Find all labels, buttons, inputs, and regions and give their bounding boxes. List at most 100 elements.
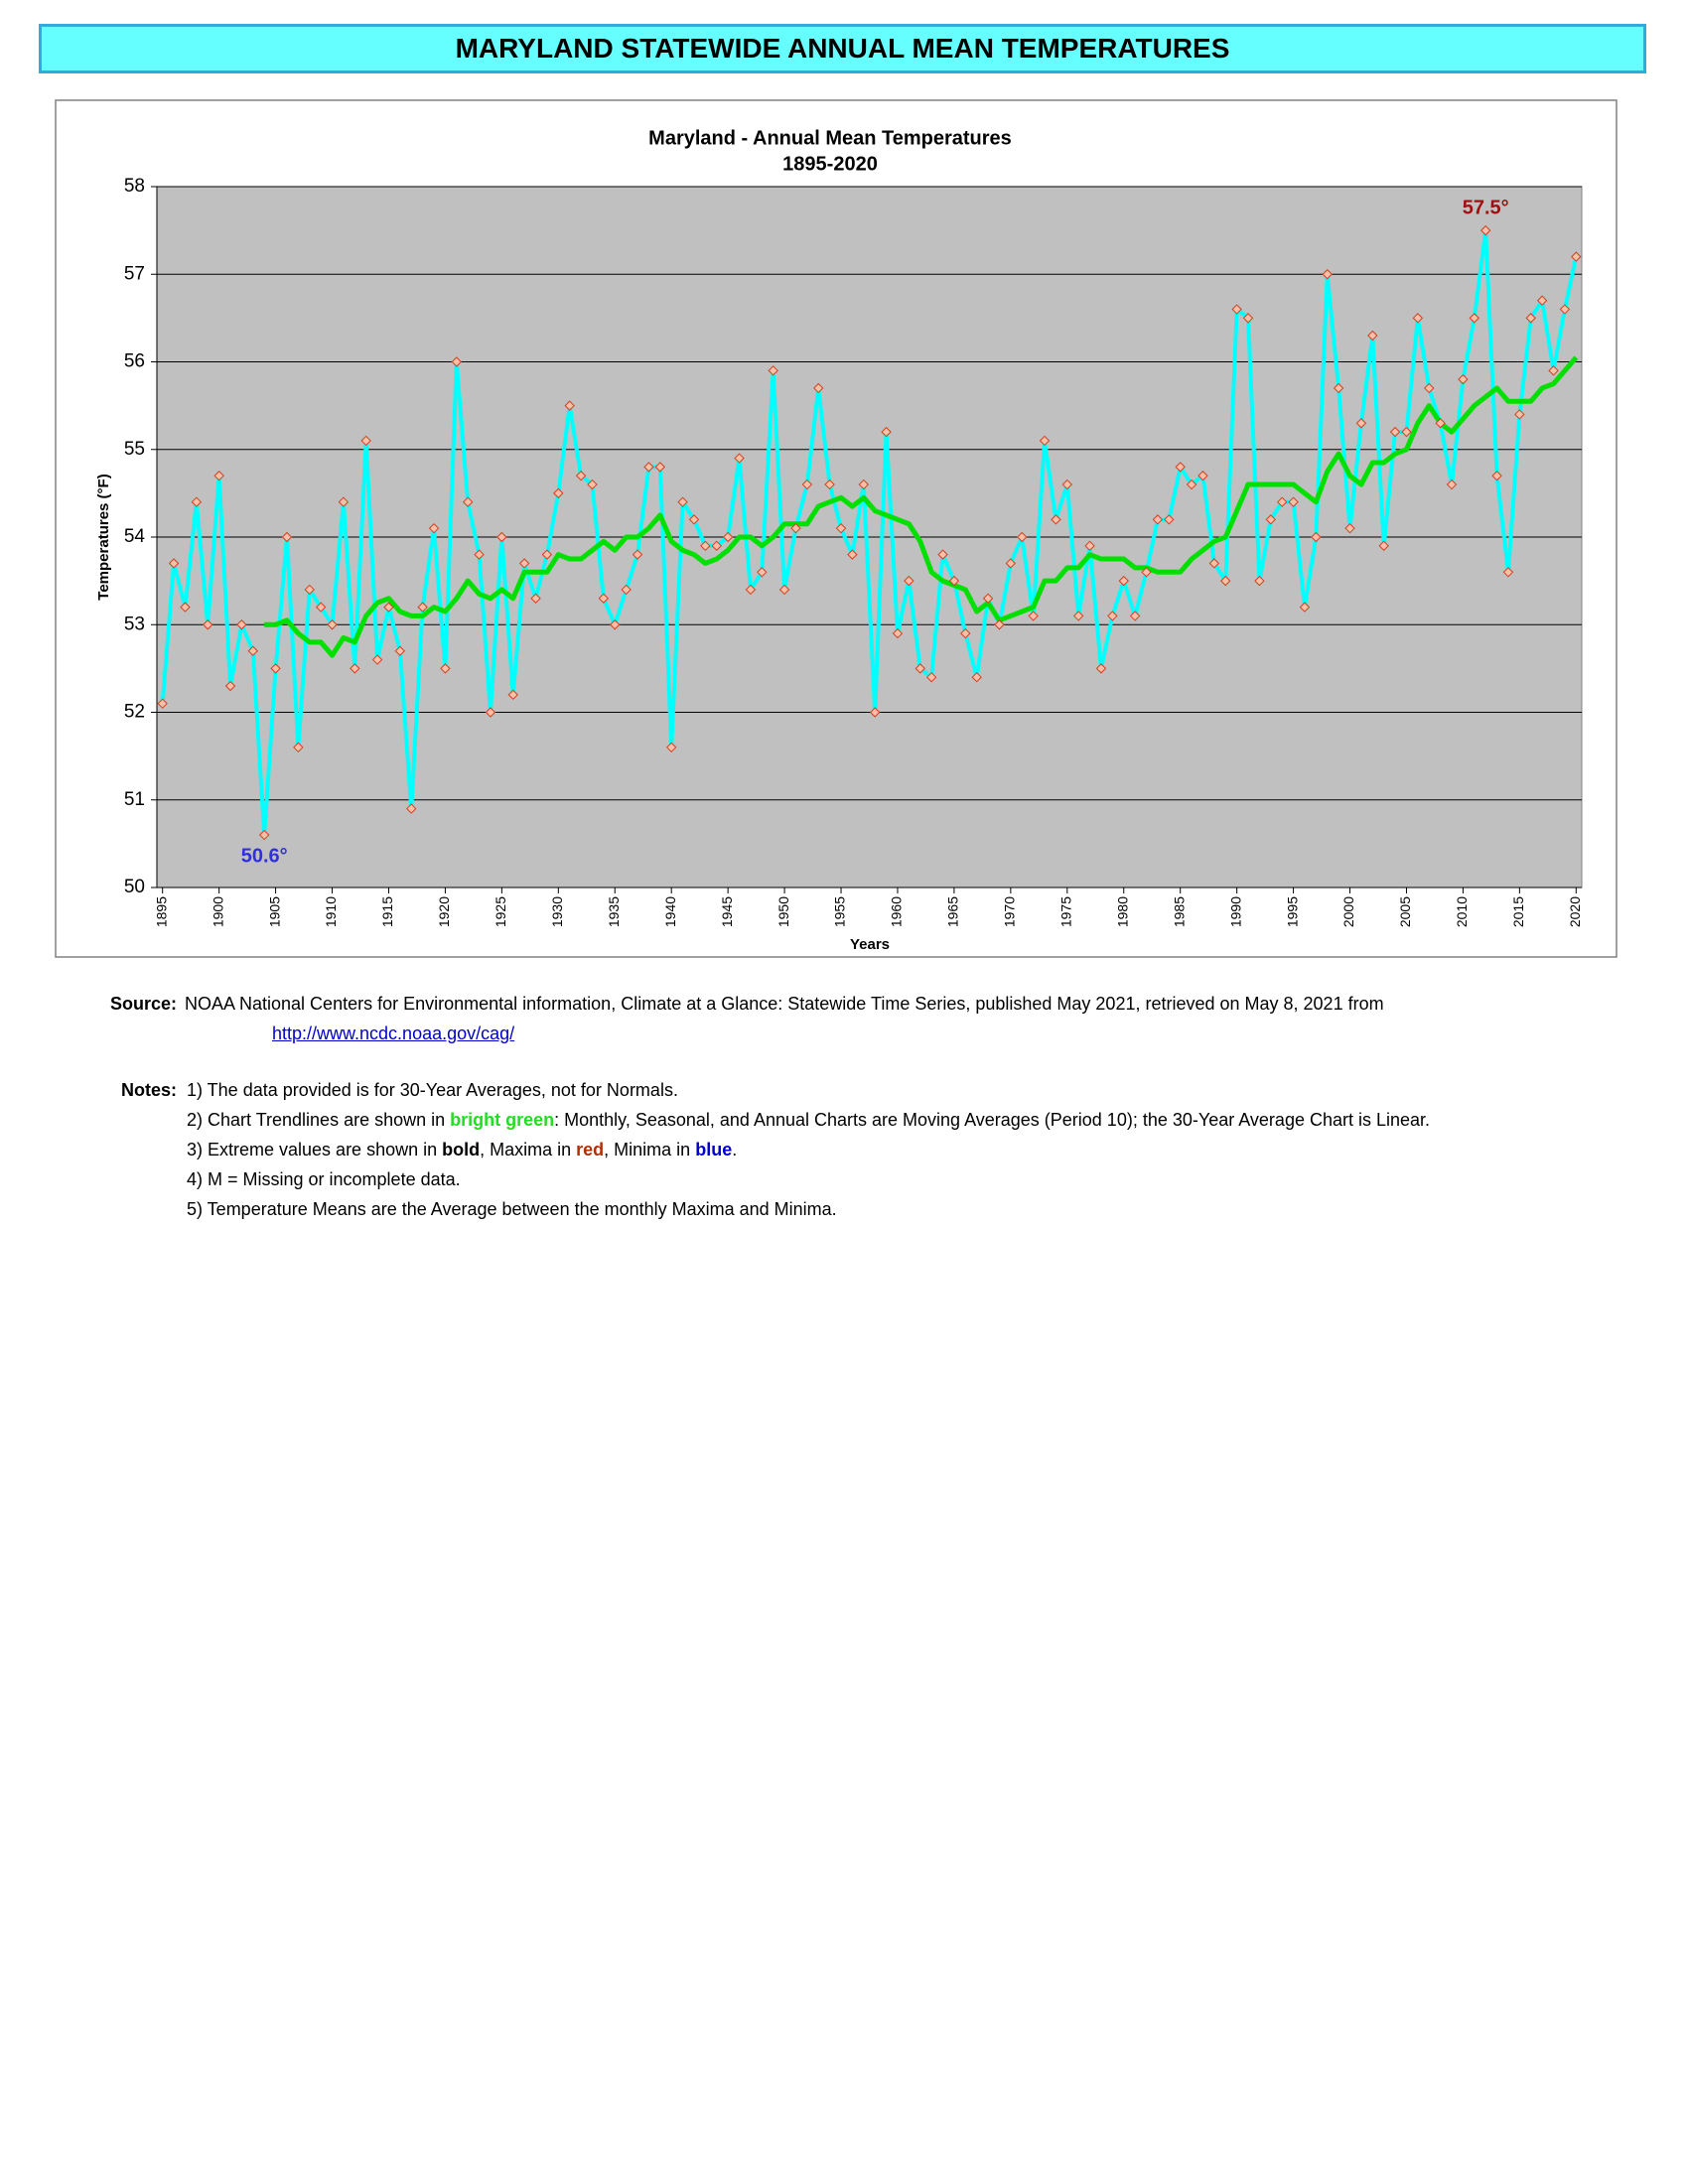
- data-point: [745, 584, 757, 596]
- data-point: [914, 663, 925, 674]
- data-point: [564, 400, 575, 411]
- data-point: [790, 522, 801, 534]
- x-tick-label: 1920: [436, 896, 452, 927]
- note-text: 2) Chart Trendlines are shown in: [187, 1110, 451, 1130]
- data-point: [778, 584, 790, 596]
- y-tick-label: 52: [124, 702, 145, 723]
- data-point: [157, 698, 168, 709]
- data-point: [1435, 418, 1446, 429]
- data-point: [1242, 313, 1254, 324]
- data-point: [1051, 514, 1061, 525]
- data-point: [632, 549, 643, 560]
- x-tick-label: 1980: [1114, 896, 1130, 927]
- annotation: 50.6°: [241, 845, 288, 867]
- x-tick-label: 1915: [379, 896, 395, 927]
- data-point: [496, 531, 507, 543]
- data-point: [881, 426, 892, 438]
- data-point: [1107, 611, 1118, 621]
- data-point: [587, 478, 598, 490]
- note-highlight: red: [576, 1140, 605, 1160]
- chart-title: Maryland - Annual Mean Temperatures: [648, 127, 1012, 149]
- data-point: [451, 356, 463, 367]
- data-point: [213, 471, 224, 481]
- data-point: [428, 522, 440, 534]
- note-text: 4) M = Missing or incomplete data.: [187, 1169, 461, 1189]
- data-point: [994, 619, 1005, 630]
- annotation: 57.5°: [1463, 197, 1509, 218]
- source-link[interactable]: http://www.ncdc.noaa.gov/cag/: [272, 1024, 515, 1043]
- data-point: [1479, 224, 1491, 236]
- data-point: [293, 742, 304, 753]
- data-point: [530, 593, 541, 604]
- data-point: [892, 627, 904, 639]
- series-line: [160, 228, 1579, 838]
- note-highlight: bold: [442, 1140, 481, 1160]
- data-point: [1017, 531, 1028, 543]
- x-tick-label: 1960: [889, 896, 905, 927]
- data-point: [541, 549, 553, 560]
- x-tick-label: 2005: [1397, 896, 1413, 927]
- x-tick-label: 2020: [1567, 896, 1583, 927]
- data-point: [1412, 313, 1424, 324]
- data-point: [1333, 382, 1344, 394]
- data-point: [258, 829, 270, 841]
- data-point: [1072, 611, 1084, 621]
- data-point: [700, 540, 711, 552]
- y-axis-label: Temperatures (°F): [95, 474, 112, 600]
- data-point: [1039, 435, 1051, 447]
- x-tick-label: 2010: [1454, 896, 1470, 927]
- note-text: , Minima in: [604, 1140, 696, 1160]
- y-tick-label: 56: [124, 351, 145, 372]
- data-point: [801, 478, 813, 490]
- data-point: [1311, 531, 1322, 543]
- note: 2) Chart Trendlines are shown in bright …: [187, 1110, 1430, 1131]
- data-point: [982, 593, 994, 604]
- data-point: [722, 531, 734, 543]
- data-point: [1265, 514, 1277, 525]
- data-point: [1514, 409, 1525, 420]
- note-text: 1) The data provided is for 30-Year Aver…: [187, 1080, 678, 1100]
- y-tick-label: 53: [124, 614, 145, 634]
- data-point: [1288, 496, 1299, 507]
- data-point: [1061, 478, 1073, 490]
- data-point: [1446, 478, 1458, 490]
- y-tick-label: 58: [124, 176, 145, 197]
- x-tick-label: 1955: [832, 896, 848, 927]
- data-point: [1458, 373, 1469, 385]
- y-tick-label: 54: [124, 526, 146, 547]
- data-point: [858, 478, 870, 490]
- x-tick-label: 2000: [1340, 896, 1356, 927]
- data-point: [1208, 558, 1220, 569]
- data-point: [768, 365, 778, 376]
- x-axis-label: Years: [850, 936, 890, 953]
- note-text: 3) Extreme values are shown in: [187, 1140, 443, 1160]
- data-point: [688, 514, 700, 525]
- data-point: [1186, 478, 1197, 490]
- data-point: [971, 671, 982, 683]
- y-tick-label: 57: [124, 263, 145, 284]
- data-point: [1548, 365, 1559, 376]
- note-highlight: blue: [695, 1140, 733, 1160]
- data-point: [1322, 269, 1333, 280]
- y-tick-label: 51: [124, 789, 145, 810]
- data-point: [507, 689, 518, 701]
- y-tick-label: 50: [124, 877, 145, 897]
- x-tick-label: 1985: [1171, 896, 1187, 927]
- data-point: [677, 496, 688, 507]
- data-point: [1005, 558, 1017, 569]
- data-point: [327, 619, 338, 630]
- data-point: [925, 671, 937, 683]
- chart-subtitle: 1895-2020: [782, 153, 878, 175]
- note-text: : Monthly, Seasonal, and Annual Charts a…: [554, 1110, 1431, 1130]
- x-tick-label: 1975: [1058, 896, 1074, 927]
- data-point: [1141, 567, 1152, 578]
- source-text: NOAA National Centers for Environmental …: [185, 994, 1384, 1014]
- note-text: .: [732, 1140, 738, 1160]
- data-point: [610, 619, 621, 630]
- data-point: [1197, 471, 1208, 481]
- x-tick-label: 1945: [719, 896, 735, 927]
- data-point: [1559, 304, 1571, 315]
- data-point: [1525, 313, 1536, 324]
- data-point: [383, 602, 394, 613]
